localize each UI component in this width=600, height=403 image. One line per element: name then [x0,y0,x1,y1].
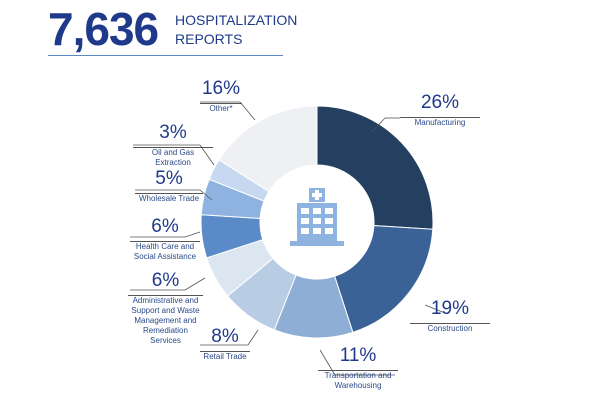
label-manufacturing: 26% Manufacturing [400,92,480,128]
label-oil-gas: 3% Oil and Gas Extraction [133,122,213,168]
label-other: 16% Other* [200,78,242,113]
report-count-label: HOSPITALIZATION REPORTS [175,12,298,47]
leader-line [199,189,213,201]
leader-line [247,329,259,346]
label-wholesale: 5% Wholesale Trade [135,168,203,204]
leader-line [371,117,386,133]
label-retail: 8% Retail Trade [200,326,250,362]
donut-slice-manufacturing [316,105,434,230]
leader-line [199,144,215,166]
label-administrative: 6% Administrative and Support and Waste M… [128,270,203,346]
header-divider [48,55,283,56]
report-count: 7,636 [48,3,159,55]
label-transportation: 11% Transportation and Warehousing [318,345,398,391]
label-construction: 19% Construction [410,298,490,334]
donut-slice-construction [333,225,434,333]
leader-line [424,304,446,314]
leader-line [239,101,256,121]
label-health-care: 6% Health Care and Social Assistance [130,216,200,262]
hospital-icon [290,188,344,246]
leader-line [184,277,206,291]
donut-slice-other [218,105,318,193]
leader-line [184,231,201,238]
